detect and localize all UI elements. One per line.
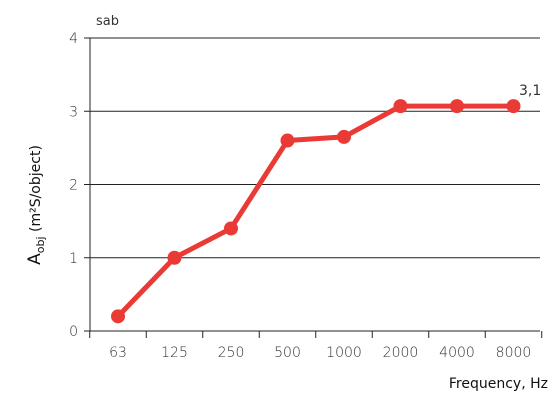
y-axis-title-units: (m²S/object) bbox=[28, 145, 44, 236]
data-point-4000 bbox=[450, 99, 464, 114]
data-point-63 bbox=[111, 309, 125, 324]
data-point-1000 bbox=[337, 129, 351, 144]
y-tick-label-2: 2 bbox=[69, 178, 78, 194]
end-value-annotation: 3,1 bbox=[519, 83, 541, 99]
x-axis-title: Frequency, Hz bbox=[449, 376, 548, 392]
y-tick-label-1: 1 bbox=[69, 251, 78, 267]
data-point-500 bbox=[280, 133, 295, 148]
x-tick-label-4000: 4000 bbox=[439, 345, 475, 361]
gridlines bbox=[89, 37, 540, 332]
series-line bbox=[115, 103, 516, 319]
x-tick-label-250: 250 bbox=[218, 345, 245, 361]
data-point-250 bbox=[224, 221, 238, 236]
x-tick-label-1000: 1000 bbox=[326, 345, 362, 361]
y-tick-label-0: 0 bbox=[69, 324, 78, 340]
x-tick-label-500: 500 bbox=[274, 345, 301, 361]
y-axis-title: Aobj (m²S/object) bbox=[25, 145, 47, 265]
x-axis: 63 125 250 500 1000 2000 4000 8000 bbox=[89, 331, 543, 361]
y-tick-label-3: 3 bbox=[69, 104, 78, 120]
y-axis-title-main: A bbox=[25, 253, 45, 265]
data-point-125 bbox=[167, 250, 182, 265]
data-point-8000 bbox=[506, 99, 521, 114]
x-tick-label-125: 125 bbox=[161, 345, 188, 361]
y-axis-title-subscript: obj bbox=[34, 236, 47, 253]
series-group bbox=[111, 99, 521, 324]
x-tick-label-8000: 8000 bbox=[496, 345, 532, 361]
data-point-2000 bbox=[393, 99, 408, 114]
x-tick-label-2000: 2000 bbox=[383, 345, 419, 361]
y-axis-ticks: 0 1 2 3 4 bbox=[69, 31, 90, 340]
y-unit-label: sab bbox=[96, 14, 119, 29]
x-tick-label-63: 63 bbox=[109, 345, 127, 361]
y-tick-label-4: 4 bbox=[69, 31, 78, 47]
